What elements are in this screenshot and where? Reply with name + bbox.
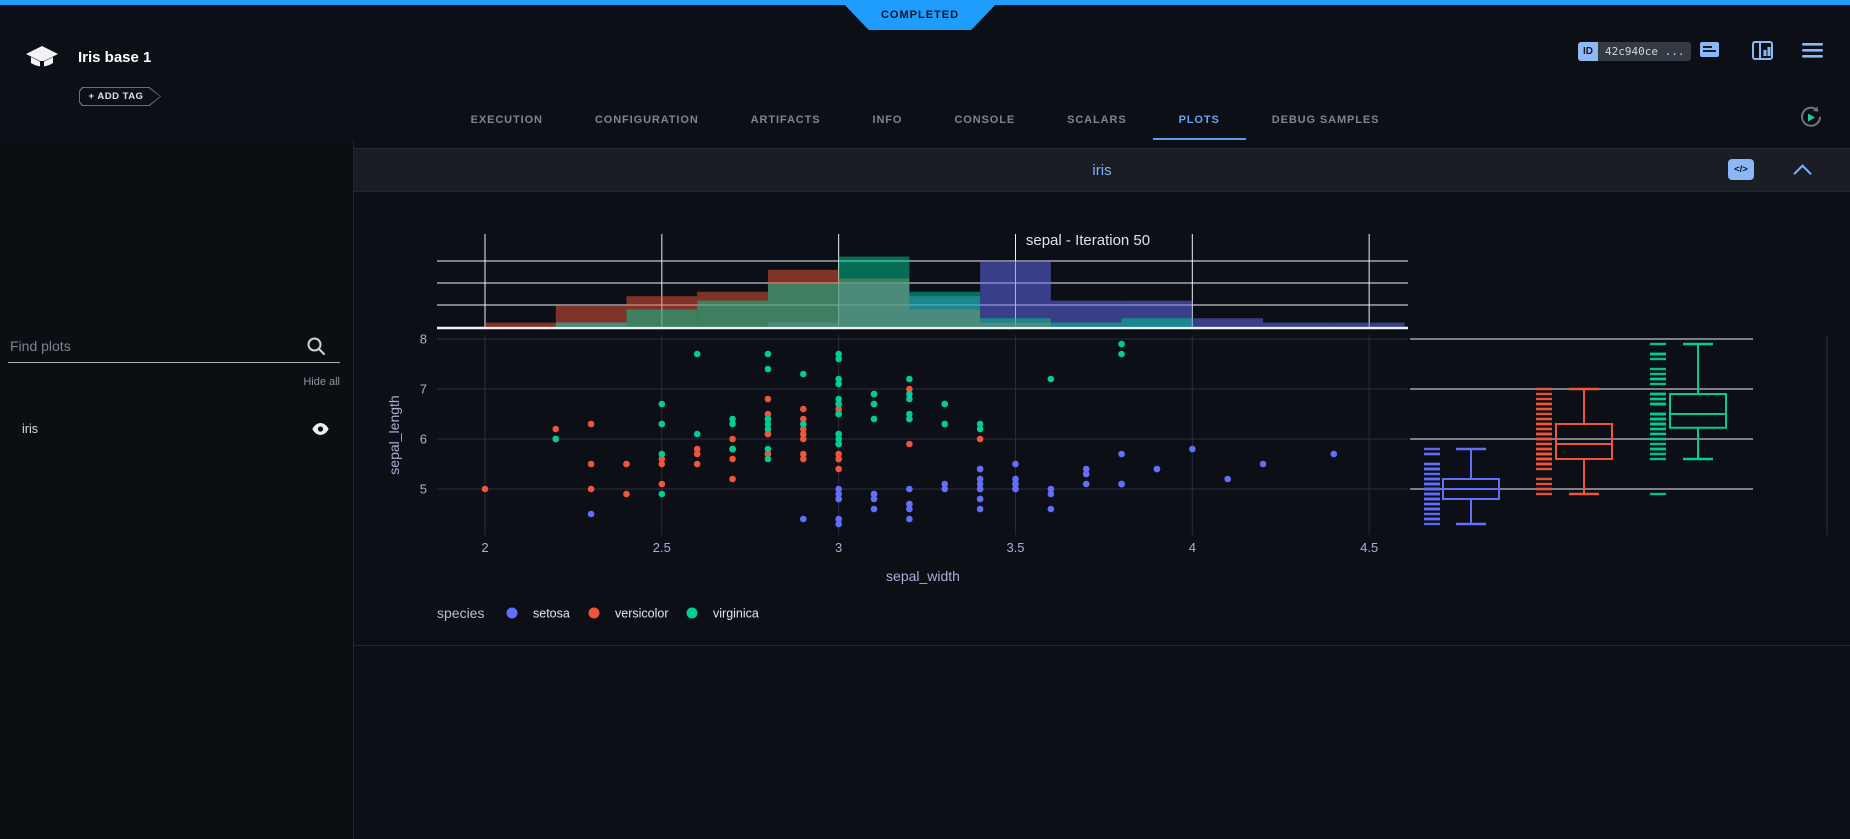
scatter-points-virginica: [552, 340, 1125, 498]
plot-card-header: iris </>: [354, 148, 1850, 192]
tab-scalars[interactable]: SCALARS: [1067, 114, 1127, 126]
add-tag-button[interactable]: + ADD TAG: [79, 87, 161, 106]
experiment-id-chip[interactable]: ID 42c940ce ...: [1578, 42, 1692, 61]
add-tag-label: + ADD TAG: [88, 91, 144, 102]
sidebar-divider: [353, 140, 354, 839]
status-badge-label: COMPLETED: [880, 9, 960, 21]
hist-bar-virginica: [1121, 318, 1193, 327]
svg-text:8: 8: [420, 332, 427, 347]
tab-execution[interactable]: EXECUTION: [470, 114, 543, 126]
svg-text:5: 5: [420, 482, 427, 497]
hist-bar-virginica: [980, 318, 1051, 327]
legend-dot-setosa: [506, 607, 518, 619]
tab-artifacts[interactable]: ARTIFACTS: [750, 114, 821, 126]
search-icon[interactable]: [306, 336, 326, 361]
status-badge: COMPLETED: [840, 0, 1000, 30]
hist-bar-virginica: [555, 322, 627, 327]
experiment-type-icon: [22, 44, 62, 81]
tab-console[interactable]: CONSOLE: [954, 114, 1016, 126]
svg-text:2.5: 2.5: [653, 540, 671, 555]
legend-label: versicolor: [615, 607, 669, 621]
tab-info[interactable]: INFO: [872, 114, 903, 126]
legend-dot-virginica: [686, 607, 698, 619]
sidebar-item-iris[interactable]: iris: [0, 414, 353, 444]
legend-title: species: [437, 605, 484, 621]
svg-text:2: 2: [481, 540, 488, 555]
svg-text:4.5: 4.5: [1360, 540, 1378, 555]
axis-ticks: 2 2.5 3 3.5 4 4.5 5 6 7 8: [420, 332, 1378, 556]
hist-bar-setosa: [980, 261, 1051, 327]
tab-plots[interactable]: PLOTS: [1152, 100, 1246, 140]
iris-scatter-chart[interactable]: 2 2.5 3 3.5 4 4.5 5 6 7 8 sepal_width sepal_length s…: [353, 190, 1850, 645]
svg-text:3: 3: [835, 540, 842, 555]
legend-item-versicolor[interactable]: versicolor: [588, 607, 669, 621]
svg-text:4: 4: [1189, 540, 1196, 555]
box-plot-virginica: [1650, 342, 1727, 496]
legend-dot-versicolor: [588, 607, 600, 619]
chart-title: sepal - Iteration 50: [1026, 232, 1150, 249]
marginal-histogram: [485, 256, 1405, 327]
menu-icon[interactable]: [1802, 42, 1823, 64]
svg-text:6: 6: [420, 432, 427, 447]
legend-item-virginica[interactable]: virginica: [686, 607, 759, 621]
hist-bar-setosa: [1263, 322, 1334, 327]
plot-card-bottom-border: [353, 645, 1850, 646]
hide-all-button[interactable]: Hide all: [303, 376, 340, 388]
legend-item-setosa[interactable]: setosa: [506, 607, 570, 621]
svg-text:3.5: 3.5: [1006, 540, 1024, 555]
panel-icon[interactable]: [1752, 41, 1773, 65]
legend-label: setosa: [533, 607, 570, 621]
hist-bar-setosa: [1333, 322, 1405, 327]
tab-debug-samples[interactable]: DEBUG SAMPLES: [1271, 114, 1380, 126]
plot-card-title: iris: [1092, 161, 1112, 179]
hist-bar-versicolor: [555, 305, 627, 327]
scatter-points-setosa: [587, 445, 1338, 528]
search-input[interactable]: [8, 330, 312, 363]
auto-refresh-icon[interactable]: [1797, 104, 1824, 136]
id-value: 42c940ce ...: [1598, 42, 1692, 61]
x-axis-label: sepal_width: [886, 568, 960, 584]
plots-sidebar: Hide all iris: [0, 140, 353, 839]
scatter-grid: [437, 335, 1828, 535]
plot-svg[interactable]: 2 2.5 3 3.5 4 4.55678sepal_widthsepal_lengths…: [353, 190, 1850, 645]
hist-bar-virginica: [909, 291, 981, 327]
hist-bar-virginica: [838, 256, 910, 327]
hist-bar-virginica: [767, 283, 839, 327]
box-plot-versicolor: [1536, 387, 1613, 496]
hist-bar-virginica: [1050, 322, 1122, 327]
y-axis-label: sepal_length: [386, 395, 402, 474]
hist-bar-virginica: [626, 309, 698, 327]
scatter-points-versicolor: [481, 385, 984, 498]
visibility-eye-icon[interactable]: [312, 422, 329, 440]
hist-bar-setosa: [1192, 318, 1264, 327]
id-label: ID: [1578, 42, 1598, 61]
search-underline: [8, 362, 340, 363]
box-plot-setosa: [1424, 447, 1500, 526]
view-code-icon[interactable]: </>: [1728, 159, 1754, 180]
tab-bar: EXECUTION CONFIGURATION ARTIFACTS INFO C…: [0, 96, 1850, 140]
experiment-title: Iris base 1: [78, 49, 152, 66]
legend-label: virginica: [713, 607, 759, 621]
hist-bar-virginica: [697, 300, 768, 327]
hist-bar-versicolor: [485, 322, 556, 327]
svg-text:7: 7: [420, 382, 427, 397]
tab-configuration[interactable]: CONFIGURATION: [594, 114, 699, 126]
sidebar-item-label: iris: [22, 422, 38, 436]
notes-icon[interactable]: [1700, 42, 1719, 64]
legend: species setosa versicolor virginica: [437, 605, 759, 621]
